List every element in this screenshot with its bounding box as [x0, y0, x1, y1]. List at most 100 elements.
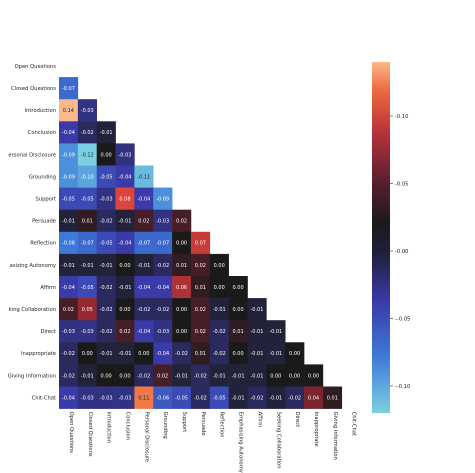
heatmap-cell: [59, 231, 79, 255]
cell-value-label: 0.01: [176, 263, 187, 269]
cell-value-label: -0.01: [269, 351, 282, 357]
heatmap-cell: [153, 364, 173, 387]
cell-value-label: -0.02: [213, 351, 226, 357]
column-tick-label: Chit-Chat: [351, 412, 357, 436]
heatmap-cell: [153, 298, 173, 321]
cell-value-label: 0.02: [119, 329, 130, 335]
cell-value-label: -0.04: [119, 241, 132, 247]
heatmap-cell: [115, 253, 135, 277]
heatmap-cell: [247, 386, 267, 409]
cell-value-label: -0.05: [100, 174, 113, 180]
cell-value-label: -0.01: [232, 373, 245, 379]
cell-value-label: -0.03: [81, 329, 94, 335]
heatmap-cell: [172, 342, 192, 365]
heatmap-cell: [190, 386, 211, 409]
heatmap-cell: [209, 276, 229, 299]
heatmap-cell: [77, 342, 97, 365]
cell-value-label: -0.08: [62, 241, 75, 247]
cell-value-label: 0.00: [82, 351, 93, 357]
heatmap-cell: [172, 209, 192, 233]
heatmap-cell: [59, 342, 79, 365]
heatmap-cell: [77, 99, 97, 122]
cell-value-label: -0.01: [100, 263, 113, 269]
heatmap-cell: [172, 386, 192, 409]
heatmap-cell: [77, 231, 97, 255]
heatmap-cell: [96, 320, 116, 343]
heatmap-cell: [59, 253, 79, 277]
cell-value-label: -0.04: [137, 196, 150, 202]
heatmap-cell: [96, 253, 116, 277]
heatmap-cell: [172, 253, 192, 277]
row-tick-label: Support: [35, 196, 56, 202]
column-tick-label: Conclusion: [124, 412, 130, 440]
heatmap-cell: [209, 386, 229, 409]
heatmap-cell: [172, 231, 192, 255]
cell-value-label: -0.03: [156, 329, 169, 335]
cell-value-label: 0.07: [195, 241, 206, 247]
cell-value-label: -0.03: [100, 395, 113, 401]
heatmap-cell: [266, 386, 286, 409]
heatmap-cell: [172, 320, 192, 343]
cell-value-label: 0.00: [233, 285, 244, 291]
heatmap-cell: [77, 143, 97, 166]
cell-value-label: 0.02: [138, 219, 149, 225]
heatmap-cell: [115, 187, 135, 210]
heatmap-cell: [190, 342, 211, 365]
heatmap-cell: [134, 276, 154, 299]
cell-value-label: -0.05: [100, 241, 113, 247]
cell-value-label: 0.08: [119, 196, 130, 202]
heatmap-cell: [115, 342, 135, 365]
heatmap-cell: [209, 320, 229, 343]
heatmap-cell: [96, 364, 116, 387]
row-tick-label: Grounding: [29, 174, 56, 180]
cell-value-label: 0.00: [119, 373, 130, 379]
cell-value-label: -0.03: [81, 395, 94, 401]
cell-value-label: -0.01: [213, 373, 226, 379]
heatmap-cell: [96, 298, 116, 321]
heatmap-cell: [172, 276, 192, 299]
heatmap-cell: [96, 143, 116, 166]
colorbar-tick-label: -0.00: [395, 249, 408, 255]
cell-value-label: -0.02: [81, 130, 94, 136]
heatmap-cell: [96, 386, 116, 409]
cell-value-label: -0.05: [81, 196, 94, 202]
row-tick-label: Conclusion: [28, 130, 56, 136]
cell-value-label: -0.07: [81, 241, 94, 247]
cell-value-label: -0.01: [269, 395, 282, 401]
heatmap-cell: [96, 165, 116, 188]
cell-value-label: 0.00: [270, 373, 281, 379]
cell-value-label: -0.05: [62, 196, 75, 202]
cell-value-label: -0.04: [62, 285, 75, 291]
cell-value-label: 0.02: [195, 307, 206, 313]
cell-value-label: -0.04: [62, 395, 75, 401]
heatmap-cell: [59, 165, 79, 188]
cell-value-label: 0.00: [119, 307, 130, 313]
heatmap-cell: [209, 364, 229, 387]
cell-value-label: 0.00: [176, 241, 187, 247]
cell-value-label: -0.12: [81, 152, 94, 158]
heatmap-cell: [228, 386, 248, 409]
cell-value-label: -0.01: [175, 373, 188, 379]
heatmap-cell: [153, 276, 173, 299]
column-tick-label: Open Questions: [68, 412, 74, 454]
cell-value-label: 0.00: [101, 152, 112, 158]
cell-value-label: -0.03: [81, 108, 94, 114]
cell-value-label: -0.03: [100, 196, 113, 202]
cell-value-label: 0.00: [176, 307, 187, 313]
cell-value-label: 0.02: [176, 219, 187, 225]
heatmap-cell: [285, 386, 305, 409]
cell-value-label: -0.02: [100, 329, 113, 335]
heatmap-cell: [228, 276, 248, 299]
colorbar-tick-label: -0.10: [395, 114, 408, 120]
cell-value-label: 0.01: [233, 329, 244, 335]
cell-value-label: -0.04: [119, 174, 132, 180]
cell-value-label: 0.00: [101, 373, 112, 379]
cell-value-label: -0.03: [156, 219, 169, 225]
heatmap-cell: [134, 209, 154, 233]
heatmap-cell: [59, 276, 79, 299]
cell-value-label: -0.02: [100, 285, 113, 291]
heatmap-cell: [77, 165, 97, 188]
cell-value-label: 0.00: [176, 329, 187, 335]
cell-value-label: -0.04: [156, 285, 169, 291]
heatmap-cell: [190, 253, 211, 277]
